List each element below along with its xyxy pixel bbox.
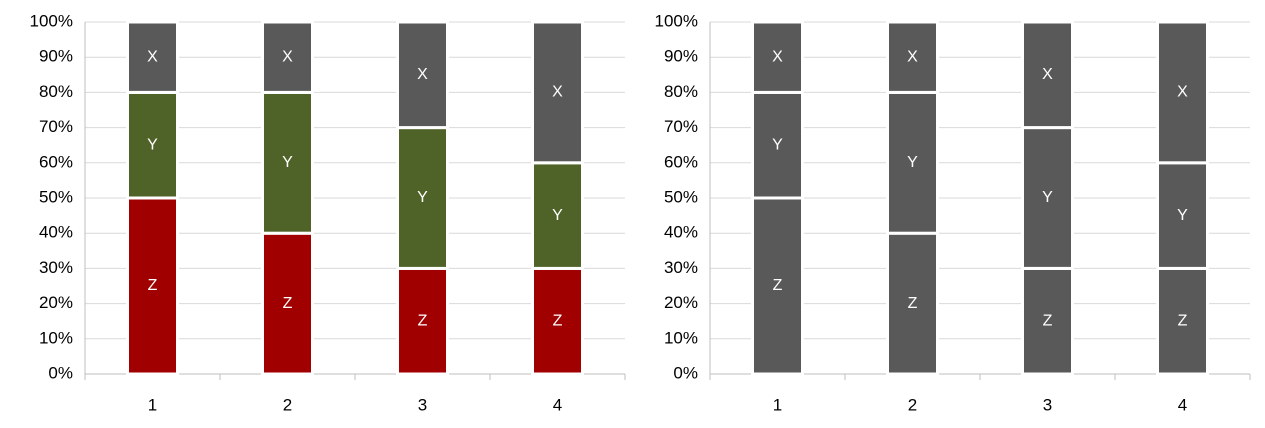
segment-label: Z — [418, 312, 428, 329]
segment-label: Y — [1177, 207, 1188, 224]
segment-label: Z — [773, 277, 783, 294]
segment-label: Z — [1043, 312, 1053, 329]
x-tick-label: 3 — [1043, 395, 1052, 414]
bar-segment — [751, 90, 804, 200]
y-tick-label: 70% — [664, 117, 698, 136]
segment-label: Y — [417, 189, 428, 206]
bar-segment — [1021, 20, 1074, 130]
segment-label: Z — [283, 295, 293, 312]
y-tick-label: 90% — [664, 47, 698, 66]
y-tick-label: 70% — [39, 117, 73, 136]
segment-label: X — [1177, 84, 1188, 101]
y-tick-label: 0% — [673, 363, 698, 382]
y-tick-label: 10% — [39, 328, 73, 347]
bar-segment — [1156, 266, 1209, 376]
segment-label: Y — [282, 154, 293, 171]
y-tick-label: 50% — [664, 187, 698, 206]
y-tick-label: 100% — [655, 11, 698, 30]
y-tick-label: 80% — [664, 82, 698, 101]
segment-label: Z — [148, 277, 158, 294]
x-tick-label: 4 — [1178, 395, 1187, 414]
bar-segment — [396, 126, 449, 270]
y-tick-label: 40% — [664, 223, 698, 242]
y-tick-label: 10% — [664, 328, 698, 347]
bar-segment — [126, 196, 179, 376]
segment-label: X — [1042, 66, 1053, 83]
y-tick-label: 80% — [39, 82, 73, 101]
y-tick-label: 30% — [664, 258, 698, 277]
segment-label: Y — [907, 154, 918, 171]
segment-label: Y — [147, 136, 158, 153]
x-tick-label: 1 — [148, 395, 157, 414]
bar-segment — [751, 20, 804, 94]
segment-label: X — [417, 66, 428, 83]
y-tick-label: 60% — [664, 152, 698, 171]
bar-segment — [261, 90, 314, 235]
segment-label: Z — [1178, 312, 1188, 329]
segment-label: Y — [1042, 189, 1053, 206]
y-tick-label: 100% — [30, 11, 73, 30]
y-tick-label: 30% — [39, 258, 73, 277]
bar-segment — [531, 266, 584, 376]
bar-segment — [531, 20, 584, 165]
y-tick-label: 20% — [664, 293, 698, 312]
bar-segment — [126, 20, 179, 94]
segment-label: Y — [552, 207, 563, 224]
segment-label: X — [907, 48, 918, 65]
segment-label: Z — [908, 295, 918, 312]
y-tick-label: 60% — [39, 152, 73, 171]
segment-label: X — [282, 48, 293, 65]
x-tick-label: 3 — [418, 395, 427, 414]
y-tick-label: 50% — [39, 187, 73, 206]
segment-label: Y — [772, 136, 783, 153]
segment-label: X — [772, 48, 783, 65]
bar-segment — [261, 231, 314, 376]
x-tick-label: 1 — [773, 395, 782, 414]
x-tick-label: 4 — [553, 395, 562, 414]
segment-label: X — [147, 48, 158, 65]
bar-segment — [1021, 126, 1074, 270]
y-tick-label: 90% — [39, 47, 73, 66]
x-tick-label: 2 — [908, 395, 917, 414]
segment-label: Z — [553, 312, 563, 329]
bar-segment — [886, 20, 939, 94]
bar-segment — [396, 20, 449, 130]
bar-segment — [886, 90, 939, 235]
y-tick-label: 40% — [39, 223, 73, 242]
y-tick-label: 0% — [48, 363, 73, 382]
y-tick-label: 20% — [39, 293, 73, 312]
bar-segment — [126, 90, 179, 200]
x-tick-label: 2 — [283, 395, 292, 414]
bar-segment — [1156, 161, 1209, 270]
bar-segment — [261, 20, 314, 94]
bar-segment — [1156, 20, 1209, 165]
segment-label: X — [552, 84, 563, 101]
